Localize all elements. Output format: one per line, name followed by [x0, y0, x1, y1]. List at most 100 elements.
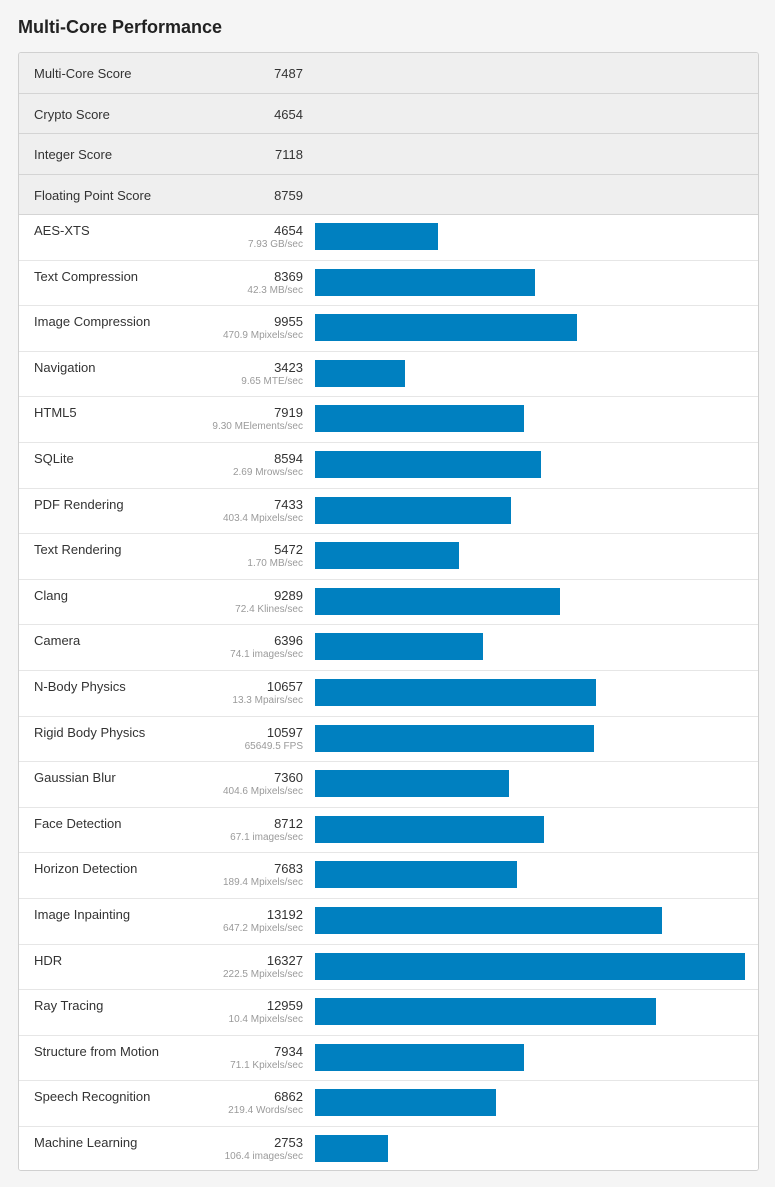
- benchmark-rate: 9.65 MTE/sec: [241, 375, 303, 387]
- benchmark-score: 8712: [274, 815, 303, 831]
- benchmark-bar: [315, 952, 745, 980]
- benchmark-row: SQLite 8594 2.69 Mrows/sec: [19, 442, 758, 489]
- benchmark-row: Text Rendering 5472 1.70 MB/sec: [19, 534, 758, 580]
- benchmark-list: AES-XTS 4654 7.93 GB/sec Text Compression 83…: [19, 215, 758, 1170]
- summary-label: Multi-Core Score: [34, 66, 132, 81]
- benchmark-score: 9955: [274, 314, 303, 330]
- benchmark-score: 5472: [274, 542, 303, 558]
- summary-label: Floating Point Score: [34, 187, 152, 203]
- summary-row-crypto: Crypto Score 4654: [19, 93, 758, 134]
- benchmark-label: Text Rendering: [34, 542, 122, 558]
- benchmark-bar: [315, 268, 535, 296]
- benchmark-label: AES-XTS: [34, 223, 90, 238]
- summary-score: 7487: [274, 66, 303, 81]
- benchmark-bar: [315, 998, 656, 1026]
- benchmark-row: Navigation 3423 9.65 MTE/sec: [19, 351, 758, 398]
- benchmark-bar: [315, 496, 511, 524]
- benchmark-row: Rigid Body Physics 10597 65649.5 FPS: [19, 716, 758, 763]
- benchmark-score: 10597: [266, 724, 303, 740]
- benchmark-rate: 106.4 images/sec: [224, 1150, 303, 1162]
- summary-row-integer: Integer Score 7118: [19, 134, 758, 175]
- benchmark-label: SQLite: [34, 450, 74, 466]
- benchmark-label: Clang: [34, 587, 68, 603]
- benchmark-score: 3423: [274, 359, 303, 375]
- benchmark-bar: [315, 724, 594, 752]
- benchmark-rate: 403.4 Mpixels/sec: [222, 512, 303, 524]
- benchmark-rate: 189.4 Mpixels/sec: [222, 877, 303, 889]
- summary-score: 8759: [274, 187, 303, 203]
- benchmark-score: 6862: [274, 1089, 303, 1105]
- benchmark-bar: [315, 450, 541, 478]
- benchmark-row: Face Detection 8712 67.1 images/sec: [19, 807, 758, 854]
- benchmark-score: 6396: [274, 633, 303, 649]
- benchmark-bar: [315, 1089, 496, 1117]
- benchmark-label: Text Compression: [34, 268, 139, 284]
- summary-label: Integer Score: [34, 147, 113, 162]
- benchmark-row: AES-XTS 4654 7.93 GB/sec: [19, 215, 758, 261]
- benchmark-label: Camera: [34, 633, 81, 649]
- benchmark-label: Gaussian Blur: [34, 770, 116, 786]
- benchmark-rate: 13.3 Mpairs/sec: [232, 694, 303, 706]
- benchmark-label: Structure from Motion: [34, 1043, 159, 1059]
- benchmark-bar: [315, 815, 544, 843]
- benchmark-rate: 2.69 Mrows/sec: [232, 466, 303, 478]
- benchmark-bar: [315, 587, 560, 615]
- benchmark-rate: 67.1 images/sec: [230, 831, 303, 843]
- benchmark-bar: [315, 906, 662, 934]
- benchmark-label: Rigid Body Physics: [34, 724, 146, 740]
- benchmark-rate: 10.4 Mpixels/sec: [228, 1014, 303, 1026]
- benchmark-bar: [315, 359, 405, 387]
- benchmark-score: 7433: [274, 496, 303, 512]
- benchmark-label: Image Inpainting: [34, 906, 131, 922]
- benchmark-score: 8594: [274, 450, 303, 466]
- benchmark-score: 16327: [266, 952, 303, 968]
- benchmark-rate: 404.6 Mpixels/sec: [222, 786, 303, 798]
- benchmark-rate: 9.30 MElements/sec: [212, 421, 303, 433]
- benchmark-row: PDF Rendering 7433 403.4 Mpixels/sec: [19, 488, 758, 535]
- benchmark-row: N-Body Physics 10657 13.3 Mpairs/sec: [19, 670, 758, 717]
- benchmark-bar: [315, 314, 577, 342]
- benchmark-bar: [315, 633, 483, 661]
- benchmark-label: Face Detection: [34, 815, 122, 831]
- benchmark-label: N-Body Physics: [34, 678, 126, 694]
- benchmark-row: Speech Recognition 6862 219.4 Words/sec: [19, 1081, 758, 1127]
- benchmark-row: Image Inpainting 13192 647.2 Mpixels/sec: [19, 898, 758, 945]
- benchmark-row: Text Compression 8369 42.3 MB/sec: [19, 260, 758, 307]
- benchmark-label: Navigation: [34, 359, 96, 375]
- page-title: Multi-Core Performance: [18, 17, 223, 37]
- benchmark-bar: [315, 1134, 388, 1162]
- benchmark-rate: 470.9 Mpixels/sec: [222, 330, 303, 342]
- benchmark-bar: [315, 542, 459, 570]
- benchmark-score: 7683: [274, 861, 303, 877]
- summary-score: 7118: [275, 147, 303, 162]
- benchmark-bar: [315, 678, 596, 706]
- benchmark-row: Image Compression 9955 470.9 Mpixels/sec: [19, 306, 758, 352]
- benchmark-label: HTML5: [34, 405, 77, 421]
- benchmark-row: HDR 16327 222.5 Mpixels/sec: [19, 944, 758, 991]
- benchmark-score: 2753: [274, 1134, 303, 1150]
- benchmark-bar: [315, 1043, 524, 1071]
- summary-row-floating-point: Floating Point Score 8759: [19, 174, 758, 215]
- benchmark-label: Machine Learning: [34, 1134, 138, 1150]
- benchmark-rate: 74.1 images/sec: [230, 649, 303, 661]
- benchmark-rate: 1.70 MB/sec: [247, 558, 303, 570]
- summary-label: Crypto Score: [34, 106, 110, 122]
- benchmark-rate: 42.3 MB/sec: [247, 284, 303, 296]
- benchmark-label: Horizon Detection: [34, 861, 138, 877]
- benchmark-label: Ray Tracing: [34, 998, 104, 1014]
- benchmark-score: 4654: [274, 223, 303, 238]
- benchmark-row: Camera 6396 74.1 images/sec: [19, 625, 758, 671]
- benchmark-label: PDF Rendering: [34, 496, 124, 512]
- benchmark-bar: [315, 223, 438, 250]
- benchmark-score: 9289: [274, 587, 303, 603]
- benchmark-label: Image Compression: [34, 314, 151, 330]
- summary-score: 4654: [274, 106, 303, 122]
- benchmark-row: HTML5 7919 9.30 MElements/sec: [19, 397, 758, 443]
- benchmark-rate: 222.5 Mpixels/sec: [222, 968, 303, 980]
- benchmark-rate: 65649.5 FPS: [244, 740, 303, 752]
- benchmark-rate: 219.4 Words/sec: [228, 1105, 303, 1117]
- benchmark-score: 10657: [266, 678, 303, 694]
- benchmark-row: Clang 9289 72.4 Klines/sec: [19, 579, 758, 626]
- benchmark-rate: 7.93 GB/sec: [247, 239, 303, 250]
- benchmark-score: 8369: [274, 268, 303, 284]
